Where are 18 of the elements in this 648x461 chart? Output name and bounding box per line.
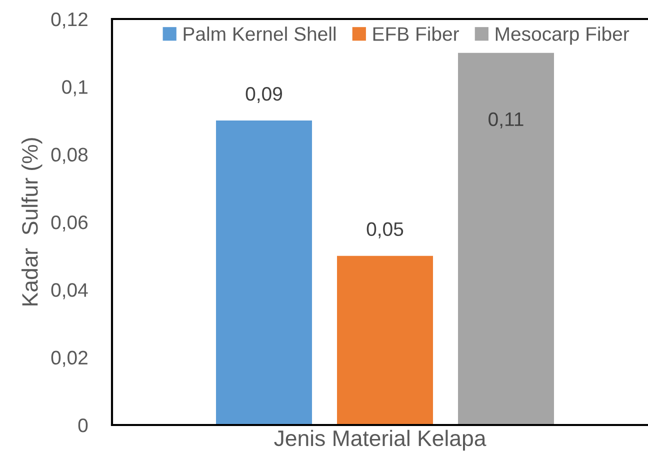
legend-label: EFB Fiber: [373, 26, 459, 41]
bar: [337, 256, 433, 425]
bar: [216, 120, 312, 425]
y-tick-label: 0,06: [51, 215, 88, 232]
y-axis-title: Kadar Sulfur (%): [22, 138, 42, 306]
y-tick-label: 0,02: [51, 350, 88, 367]
y-tick-label: 0,04: [51, 283, 88, 300]
data-label: 0,09: [246, 86, 282, 104]
y-tick-label: 0,12: [51, 12, 88, 29]
bar: [458, 52, 554, 425]
x-axis-title: Jenis Material Kelapa: [274, 430, 486, 451]
legend-label: Palm Kernel Shell: [184, 26, 336, 41]
data-label: 0,05: [366, 222, 404, 238]
y-tick-label: 0,1: [62, 80, 88, 96]
data-label: 0,11: [488, 112, 524, 128]
y-tick-label: 0,08: [51, 148, 88, 164]
y-tick-label: 0: [78, 418, 88, 432]
legend-label: Mesocarp Fiber: [496, 26, 630, 45]
